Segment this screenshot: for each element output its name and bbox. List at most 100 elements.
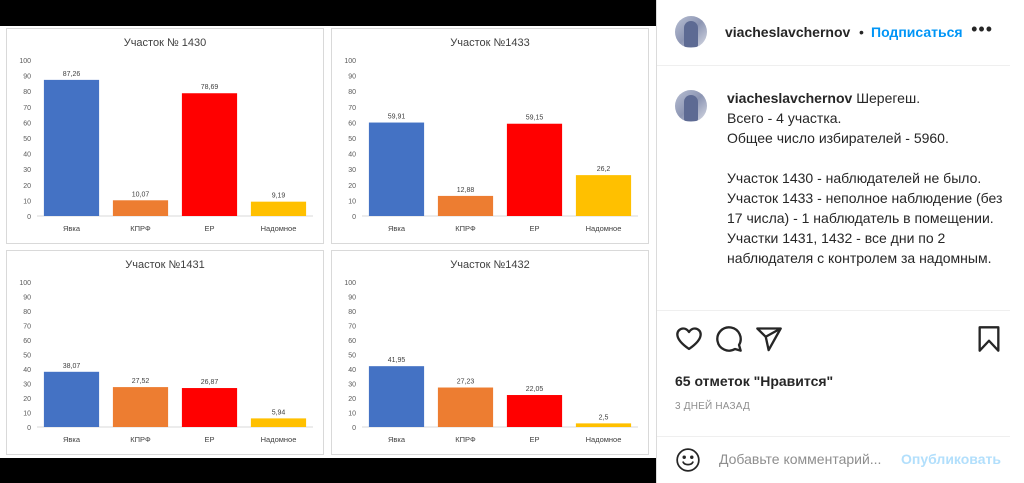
x-category-label: Надомное: [261, 435, 297, 444]
caption-line: Всего - 4 участка.: [727, 110, 842, 126]
chart-svg: Участок № 1430 0 10 20 30 40 50 60 70 80 90 100 87,2…: [19, 37, 313, 233]
x-category-label: ЕР: [529, 435, 539, 444]
caption-author-avatar[interactable]: [675, 90, 707, 122]
bar-ЕР: [181, 388, 238, 427]
y-tick-label: 60: [348, 338, 356, 345]
y-tick-label: 100: [344, 280, 356, 287]
author-avatar[interactable]: [675, 16, 707, 48]
y-tick-label: 10: [348, 411, 356, 418]
add-comment-bar: Добавьте комментарий... Опубликовать: [657, 436, 1011, 483]
post-photo[interactable]: Участок № 1430 0 10 20 30 40 50 60 70 80 90 100 87,2…: [0, 26, 656, 458]
y-tick-label: 40: [348, 367, 356, 374]
y-tick-label: 80: [23, 89, 31, 96]
caption-line: Участок 1433 - неполное наблюдение (без …: [727, 190, 1003, 226]
caption-line: [727, 148, 1017, 168]
chart-title: Участок №1433: [450, 37, 530, 49]
x-category-label: Надомное: [261, 224, 297, 233]
x-category-label: ЕР: [529, 224, 539, 233]
bar-ЕР: [506, 123, 563, 216]
y-tick-label: 70: [348, 105, 356, 112]
y-tick-label: 40: [23, 367, 31, 374]
header-separator: •: [859, 24, 864, 40]
smiley-icon[interactable]: [675, 447, 701, 473]
y-tick-label: 20: [23, 183, 31, 190]
y-tick-label: 20: [348, 396, 356, 403]
x-category-label: Явка: [63, 435, 81, 444]
chart-title: Участок № 1430: [124, 37, 207, 49]
bookmark-icon[interactable]: [975, 325, 1003, 353]
x-category-label: КПРФ: [455, 224, 476, 233]
x-category-label: Явка: [388, 435, 406, 444]
y-tick-label: 30: [348, 167, 356, 174]
y-tick-label: 80: [348, 309, 356, 316]
y-tick-label: 100: [19, 280, 31, 287]
chart-uchastok-1432: Участок №1432 0 10 20 30 40 50 60 70 80 90 100 41,95…: [331, 250, 649, 455]
x-category-label: Надомное: [586, 435, 622, 444]
y-tick-label: 50: [23, 353, 31, 360]
caption-author-username[interactable]: viacheslavchernov: [727, 90, 853, 106]
bar-Явка: [43, 371, 100, 427]
data-label: 87,26: [63, 71, 81, 78]
y-tick-label: 0: [352, 425, 356, 432]
y-tick-label: 10: [23, 411, 31, 418]
x-category-label: Явка: [63, 224, 81, 233]
chart-title: Участок №1431: [125, 259, 205, 271]
y-tick-label: 80: [23, 309, 31, 316]
chart-svg: Участок №1432 0 10 20 30 40 50 60 70 80 90 100 41,95…: [344, 259, 638, 444]
publish-button[interactable]: Опубликовать: [901, 451, 1001, 467]
bar-ЕР: [181, 93, 238, 216]
window-edge: [1010, 0, 1024, 483]
data-label: 38,07: [63, 363, 81, 370]
y-tick-label: 90: [23, 74, 31, 81]
y-tick-label: 30: [348, 382, 356, 389]
data-label: 9,19: [272, 193, 286, 200]
y-tick-label: 80: [348, 89, 356, 96]
bar-КПРФ: [437, 387, 494, 427]
paper-plane-icon[interactable]: [755, 325, 783, 353]
chart-title: Участок №1432: [450, 259, 530, 271]
x-category-label: ЕР: [204, 435, 214, 444]
y-tick-label: 100: [344, 58, 356, 65]
y-tick-label: 30: [23, 382, 31, 389]
bar-Явка: [368, 122, 425, 216]
post-sidebar: viacheslavchernov • Подписаться ••• viac…: [656, 0, 1024, 483]
y-tick-label: 20: [348, 183, 356, 190]
caption-line: Участки 1431, 1432 - все дни по 2 наблюд…: [727, 230, 992, 266]
data-label: 27,52: [132, 378, 150, 385]
x-category-label: Надомное: [586, 224, 622, 233]
y-tick-label: 100: [19, 58, 31, 65]
comment-input[interactable]: Добавьте комментарий...: [719, 451, 882, 467]
y-tick-label: 50: [348, 353, 356, 360]
bar-Надомное: [250, 418, 307, 427]
y-tick-label: 70: [348, 324, 356, 331]
data-label: 26,2: [597, 166, 611, 173]
y-tick-label: 10: [23, 198, 31, 205]
y-tick-label: 40: [348, 152, 356, 159]
heart-icon[interactable]: [675, 325, 703, 353]
caption-line: viacheslavchernov Шерегеш.: [727, 90, 921, 106]
data-label: 26,87: [201, 379, 219, 386]
y-tick-label: 0: [27, 214, 31, 221]
x-category-label: КПРФ: [130, 224, 151, 233]
data-label: 41,95: [388, 357, 406, 364]
x-category-label: КПРФ: [455, 435, 476, 444]
data-label: 2,5: [599, 414, 609, 421]
y-tick-label: 50: [348, 136, 356, 143]
follow-button[interactable]: Подписаться: [871, 24, 963, 40]
y-tick-label: 50: [23, 136, 31, 143]
x-category-label: ЕР: [204, 224, 214, 233]
post-header: viacheslavchernov • Подписаться •••: [657, 0, 1011, 66]
y-tick-label: 70: [23, 324, 31, 331]
likes-count[interactable]: 65 отметок "Нравится": [675, 373, 834, 389]
more-options-icon[interactable]: •••: [971, 19, 993, 39]
y-tick-label: 60: [348, 120, 356, 127]
y-tick-label: 60: [23, 338, 31, 345]
bar-КПРФ: [112, 200, 169, 216]
bar-Надомное: [575, 423, 632, 427]
bar-Явка: [368, 366, 425, 427]
author-username[interactable]: viacheslavchernov: [725, 24, 851, 40]
post-date[interactable]: 3 ДНЕЙ НАЗАД: [675, 401, 750, 412]
comment-bubble-icon[interactable]: [715, 325, 743, 353]
bar-Надомное: [250, 201, 307, 216]
